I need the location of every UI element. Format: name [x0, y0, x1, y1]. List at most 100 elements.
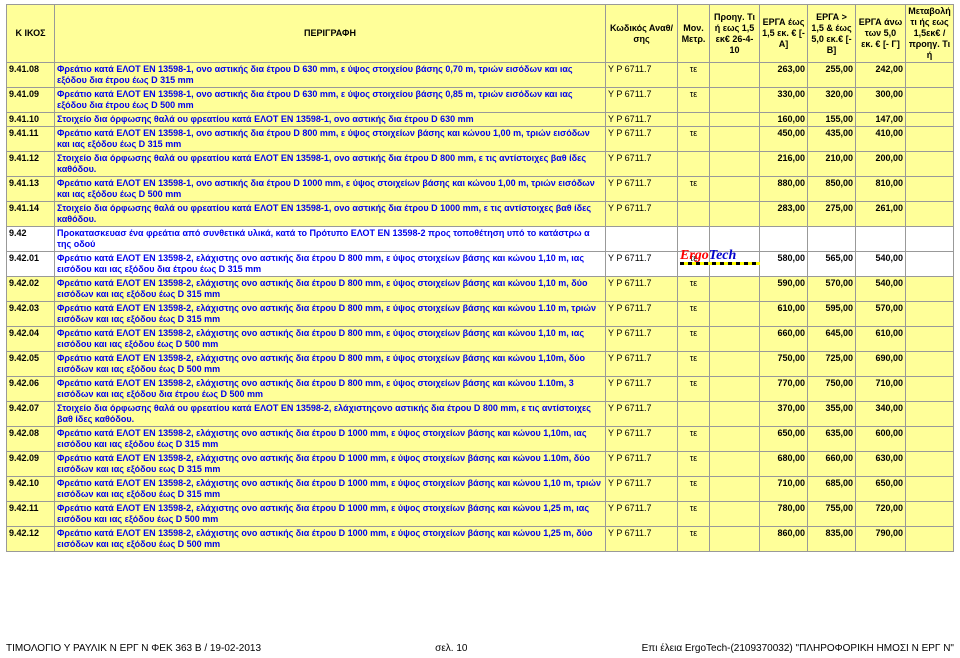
- cell-code: 9.41.14: [7, 202, 55, 227]
- cell-v3: 750,00: [808, 377, 856, 402]
- cell-ana: Υ Ρ 6711.7: [606, 63, 678, 88]
- cell-code: 9.42.11: [7, 502, 55, 527]
- ergotech-logo: ErgoTech: [680, 248, 760, 270]
- cell-v4: 147,00: [856, 113, 906, 127]
- cell-delta: [906, 127, 954, 152]
- cell-v1: [710, 63, 760, 88]
- footer-left: ΤΙΜΟΛΟΓΙΟ Υ ΡΑΥΛΙΚ Ν ΕΡΓ Ν ΦΕΚ 363 Β / 1…: [6, 643, 261, 654]
- cell-unit: τε: [678, 352, 710, 377]
- cell-unit: τε: [678, 427, 710, 452]
- cell-v1: [710, 452, 760, 477]
- cell-ana: Υ Ρ 6711.7: [606, 352, 678, 377]
- cell-unit: [678, 202, 710, 227]
- cell-v4: 261,00: [856, 202, 906, 227]
- cell-v2: 660,00: [760, 327, 808, 352]
- th-c: ΕΡΓΑ άνω των 5,0 εκ. € [- Γ]: [856, 5, 906, 63]
- cell-code: 9.42.09: [7, 452, 55, 477]
- cell-delta: [906, 277, 954, 302]
- cell-delta: [906, 452, 954, 477]
- table-row: 9.42.01Φρεάτιο κατά ΕΛΟΤ ΕΝ 13598-2, ελά…: [7, 252, 954, 277]
- th-b: ΕΡΓΑ > 1,5 & έως 5,0 εκ.€ [-Β]: [808, 5, 856, 63]
- cell-v2: 610,00: [760, 302, 808, 327]
- cell-ana: Υ Ρ 6711.7: [606, 202, 678, 227]
- footer-mid: σελ. 10: [435, 643, 467, 654]
- cell-desc: Φρεάτιο κατά ΕΛΟΤ ΕΝ 13598-2, ελάχιστης …: [55, 427, 606, 452]
- cell-unit: τε: [678, 302, 710, 327]
- cell-v1: [710, 327, 760, 352]
- cell-v3: 635,00: [808, 427, 856, 452]
- table-row: 9.42.02Φρεάτιο κατά ΕΛΟΤ ΕΝ 13598-2, ελά…: [7, 277, 954, 302]
- cell-delta: [906, 113, 954, 127]
- cell-v2: 780,00: [760, 502, 808, 527]
- cell-unit: τε: [678, 527, 710, 552]
- cell-delta: [906, 202, 954, 227]
- cell-v1: [710, 427, 760, 452]
- footer: ΤΙΜΟΛΟΓΙΟ Υ ΡΑΥΛΙΚ Ν ΕΡΓ Ν ΦΕΚ 363 Β / 1…: [6, 643, 954, 654]
- th-code: Κ ΙΚΟΣ: [7, 5, 55, 63]
- cell-delta: [906, 527, 954, 552]
- cell-ana: Υ Ρ 6711.7: [606, 302, 678, 327]
- cell-ana: Υ Ρ 6711.7: [606, 113, 678, 127]
- cell-desc: Φρεάτιο κατά ΕΛΟΤ ΕΝ 13598-2, ελάχιστης …: [55, 477, 606, 502]
- cell-code: 9.41.12: [7, 152, 55, 177]
- cell-v1: [710, 377, 760, 402]
- cell-desc: Φρεάτιο κατά ΕΛΟΤ ΕΝ 13598-2, ελάχιστης …: [55, 277, 606, 302]
- cell-ana: Υ Ρ 6711.7: [606, 377, 678, 402]
- cell-v4: 540,00: [856, 252, 906, 277]
- cell-v3: 435,00: [808, 127, 856, 152]
- cell-v3: 355,00: [808, 402, 856, 427]
- cell-code: 9.42.03: [7, 302, 55, 327]
- cell-v3: 570,00: [808, 277, 856, 302]
- cell-delta: [906, 427, 954, 452]
- cell-v1: [710, 152, 760, 177]
- cell-v2: 263,00: [760, 63, 808, 88]
- cell-desc: Φρεάτιο κατά ΕΛΟΤ ΕΝ 13598-1, ονο αστική…: [55, 63, 606, 88]
- table-row: 9.41.13Φρεάτιο κατά ΕΛΟΤ ΕΝ 13598-1, ονο…: [7, 177, 954, 202]
- table-row: 9.42Προκατασκευασ ένα φρεάτια από συνθετ…: [7, 227, 954, 252]
- table-row: 9.41.12Στοιχείο δια όρφωσης θαλά ου φρεα…: [7, 152, 954, 177]
- cell-v2: 330,00: [760, 88, 808, 113]
- cell-v3: 660,00: [808, 452, 856, 477]
- th-desc: ΠΕΡΙΓΡΑΦΗ: [55, 5, 606, 63]
- cell-v1: [710, 277, 760, 302]
- cell-v2: 283,00: [760, 202, 808, 227]
- cell-ana: Υ Ρ 6711.7: [606, 88, 678, 113]
- table-row: 9.42.10Φρεάτιο κατά ΕΛΟΤ ΕΝ 13598-2, ελά…: [7, 477, 954, 502]
- cell-delta: [906, 302, 954, 327]
- th-prev: Προηγ. Τι ή εως 1,5 εκ€ 26-4-10: [710, 5, 760, 63]
- cell-desc: Στοιχείο δια όρφωσης θαλά ου φρεατίου κα…: [55, 202, 606, 227]
- cell-desc: Φρεάτιο κατά ΕΛΟΤ ΕΝ 13598-1, ονο αστική…: [55, 88, 606, 113]
- cell-code: 9.42.02: [7, 277, 55, 302]
- cell-v3: 255,00: [808, 63, 856, 88]
- cell-v4: 242,00: [856, 63, 906, 88]
- cell-code: 9.41.08: [7, 63, 55, 88]
- cell-unit: τε: [678, 377, 710, 402]
- cell-delta: [906, 227, 954, 252]
- cell-desc: Στοιχείο δια όρφωσης θαλά ου φρεατίου κα…: [55, 113, 606, 127]
- cell-v2: 580,00: [760, 252, 808, 277]
- cell-ana: Υ Ρ 6711.7: [606, 177, 678, 202]
- cell-v3: 595,00: [808, 302, 856, 327]
- cell-code: 9.42.01: [7, 252, 55, 277]
- cell-code: 9.42.08: [7, 427, 55, 452]
- cell-v1: [710, 127, 760, 152]
- cell-ana: Υ Ρ 6711.7: [606, 402, 678, 427]
- table-body: 9.41.08Φρεάτιο κατά ΕΛΟΤ ΕΝ 13598-1, ονο…: [7, 63, 954, 552]
- cell-v3: 155,00: [808, 113, 856, 127]
- cell-v4: 600,00: [856, 427, 906, 452]
- cell-desc: Φρεάτιο κατά ΕΛΟΤ ΕΝ 13598-2, ελάχιστης …: [55, 352, 606, 377]
- cell-code: 9.42.06: [7, 377, 55, 402]
- cell-delta: [906, 477, 954, 502]
- cell-ana: Υ Ρ 6711.7: [606, 427, 678, 452]
- cell-desc: Φρεάτιο κατά ΕΛΟΤ ΕΝ 13598-2, ελάχιστης …: [55, 527, 606, 552]
- cell-delta: [906, 177, 954, 202]
- table-row: 9.42.05Φρεάτιο κατά ΕΛΟΤ ΕΝ 13598-2, ελά…: [7, 352, 954, 377]
- cell-desc: Στοιχείο δια όρφωσης θαλά ου φρεατίου κα…: [55, 402, 606, 427]
- cell-ana: Υ Ρ 6711.7: [606, 277, 678, 302]
- cell-code: 9.41.09: [7, 88, 55, 113]
- cell-code: 9.42: [7, 227, 55, 252]
- cell-code: 9.42.10: [7, 477, 55, 502]
- cell-v1: [710, 402, 760, 427]
- cell-unit: [678, 152, 710, 177]
- cell-ana: Υ Ρ 6711.7: [606, 327, 678, 352]
